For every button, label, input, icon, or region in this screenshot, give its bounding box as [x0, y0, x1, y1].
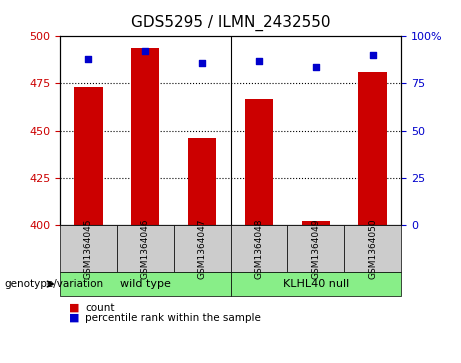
Text: KLHL40 null: KLHL40 null: [283, 279, 349, 289]
Text: GSM1364050: GSM1364050: [368, 218, 377, 279]
Text: GSM1364049: GSM1364049: [311, 219, 320, 279]
Point: [255, 58, 263, 64]
Text: GSM1364048: GSM1364048: [254, 219, 263, 279]
Point: [142, 49, 149, 54]
Text: GDS5295 / ILMN_2432550: GDS5295 / ILMN_2432550: [131, 15, 330, 31]
Point: [369, 52, 376, 58]
Point: [312, 64, 319, 69]
Text: GSM1364046: GSM1364046: [141, 219, 150, 279]
Text: ■: ■: [69, 303, 80, 313]
Text: genotype/variation: genotype/variation: [5, 279, 104, 289]
Bar: [245, 99, 273, 225]
Text: ■: ■: [69, 313, 80, 323]
Text: percentile rank within the sample: percentile rank within the sample: [85, 313, 261, 323]
Point: [198, 60, 206, 66]
Bar: [74, 87, 102, 225]
Point: [85, 56, 92, 62]
Text: wild type: wild type: [120, 279, 171, 289]
Bar: [358, 72, 387, 225]
Text: GSM1364045: GSM1364045: [84, 219, 93, 279]
Bar: [188, 138, 216, 225]
Text: GSM1364047: GSM1364047: [198, 219, 207, 279]
Text: count: count: [85, 303, 115, 313]
Bar: [301, 221, 330, 225]
Bar: [131, 48, 160, 225]
